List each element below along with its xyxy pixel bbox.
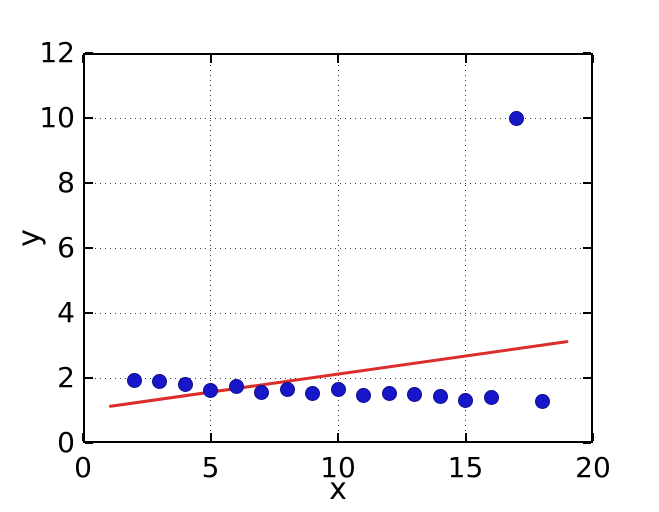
x-tick-bottom xyxy=(464,433,467,441)
data-point xyxy=(458,392,473,408)
data-point xyxy=(203,383,218,399)
x-tick-label: 0 xyxy=(74,451,92,484)
y-tick-label: 10 xyxy=(39,101,75,134)
y-gridline xyxy=(85,377,591,379)
y-tick-label: 0 xyxy=(57,426,75,459)
y-tick-right xyxy=(583,377,591,379)
x-tick-bottom xyxy=(337,433,339,441)
x-tick-top xyxy=(337,55,339,63)
y-tick-right xyxy=(583,52,591,54)
y-tick-label: 8 xyxy=(57,166,75,199)
x-tick-label: 20 xyxy=(575,451,611,484)
plot-area xyxy=(83,53,593,443)
y-gridline xyxy=(85,312,591,314)
x-tick-bottom xyxy=(592,433,594,441)
y-tick-label: 6 xyxy=(57,231,75,264)
data-point xyxy=(126,373,142,389)
data-point xyxy=(254,385,269,401)
data-point xyxy=(152,374,167,390)
data-point xyxy=(356,388,371,404)
data-point xyxy=(177,376,193,392)
x-tick-bottom xyxy=(82,433,84,441)
y-tick-left xyxy=(85,117,93,119)
x-tick-top xyxy=(82,55,84,63)
y-gridline xyxy=(85,247,591,249)
x-tick-bottom xyxy=(209,433,212,441)
x-tick-label: 10 xyxy=(320,451,356,484)
data-point xyxy=(407,387,422,403)
y-tick-left xyxy=(85,442,93,444)
y-tick-left xyxy=(85,247,93,249)
y-tick-right xyxy=(583,117,591,119)
y-tick-left xyxy=(85,52,93,54)
data-point xyxy=(534,394,550,410)
x-tick-top xyxy=(592,55,594,63)
data-point xyxy=(381,385,397,401)
x-tick-top xyxy=(464,55,467,63)
y-tick-label: 2 xyxy=(57,361,75,394)
y-tick-left xyxy=(85,182,93,184)
x-axis-label: x xyxy=(329,472,347,507)
data-point xyxy=(330,381,346,397)
y-tick-right xyxy=(583,247,591,249)
data-point xyxy=(228,378,244,394)
y-tick-right xyxy=(583,182,591,184)
data-point xyxy=(432,389,448,405)
y-tick-left xyxy=(85,377,93,379)
y-tick-right xyxy=(583,442,591,444)
data-point xyxy=(279,381,295,397)
y-tick-left xyxy=(85,312,93,314)
x-tick-label: 5 xyxy=(201,451,220,484)
y-tick-label: 4 xyxy=(57,296,75,329)
data-point xyxy=(483,390,499,406)
y-tick-right xyxy=(583,312,591,314)
data-point xyxy=(305,385,320,401)
x-tick-label: 15 xyxy=(447,451,484,484)
y-gridline xyxy=(85,182,591,184)
x-tick-top xyxy=(209,55,212,63)
y-gridline xyxy=(85,117,591,119)
y-tick-label: 12 xyxy=(39,36,75,69)
data-point xyxy=(509,110,524,126)
